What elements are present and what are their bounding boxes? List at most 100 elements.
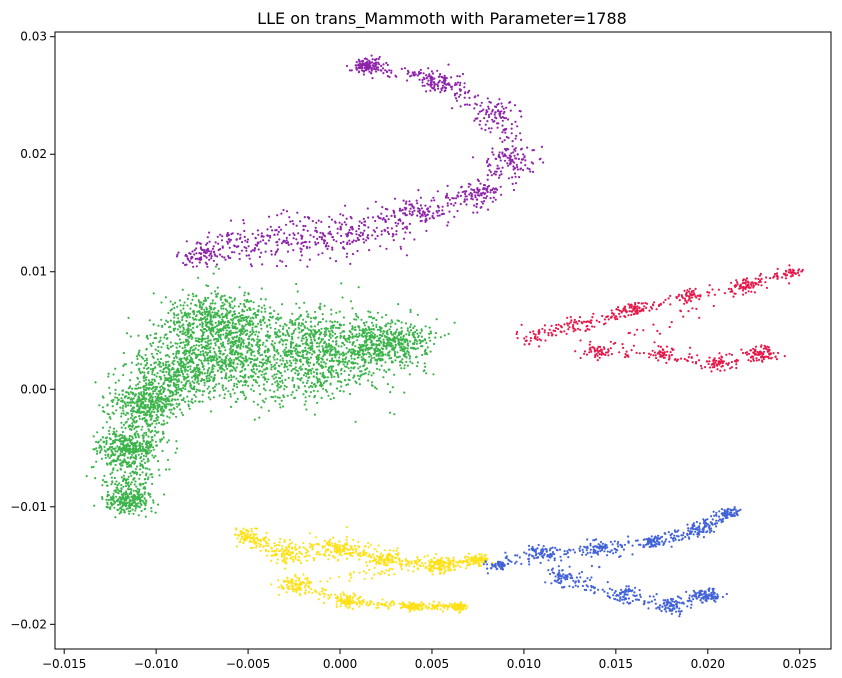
data-point (202, 353, 205, 356)
data-point (347, 373, 351, 377)
data-point (340, 385, 343, 388)
data-point (408, 200, 411, 203)
data-point (316, 368, 319, 371)
data-point (286, 394, 289, 397)
data-point (274, 327, 277, 330)
data-point (500, 102, 503, 105)
data-point (336, 335, 339, 338)
data-point (273, 342, 276, 345)
data-point (334, 356, 337, 359)
data-point (150, 507, 153, 510)
data-point (501, 140, 504, 143)
data-point (220, 370, 223, 373)
data-point (182, 384, 185, 387)
data-point (184, 334, 187, 337)
data-point (244, 239, 247, 242)
data-point (376, 359, 379, 362)
data-point (119, 448, 122, 451)
data-point (375, 350, 378, 353)
data-point (126, 442, 129, 445)
data-point (344, 358, 347, 361)
data-point (330, 376, 333, 379)
data-point (436, 69, 439, 72)
data-point (106, 484, 109, 487)
data-point (402, 212, 405, 215)
data-point (520, 115, 523, 118)
data-point (416, 74, 419, 77)
data-point (219, 336, 222, 339)
data-point (330, 368, 333, 372)
data-point (321, 366, 324, 370)
data-point (152, 408, 155, 411)
data-point (279, 372, 282, 375)
data-point (217, 382, 221, 385)
data-point (416, 365, 419, 368)
data-point (238, 323, 241, 326)
data-point (141, 494, 144, 498)
data-point (130, 397, 133, 400)
data-point (115, 438, 118, 441)
data-point (256, 403, 259, 406)
data-point (464, 195, 467, 198)
data-point (200, 308, 203, 311)
data-point (186, 330, 189, 333)
data-point (408, 357, 411, 360)
data-point (207, 359, 210, 362)
data-point (190, 328, 193, 331)
data-point (95, 460, 98, 463)
data-point (182, 328, 186, 331)
data-point (101, 436, 104, 439)
data-point (205, 308, 208, 311)
data-point (186, 304, 189, 307)
data-point (157, 468, 160, 471)
data-point (493, 188, 496, 191)
data-point (345, 223, 348, 226)
data-point (340, 234, 343, 237)
data-point (380, 354, 383, 357)
data-point (371, 234, 374, 237)
data-point (480, 194, 483, 197)
data-point (319, 302, 322, 305)
data-point (112, 460, 115, 463)
data-point (98, 444, 101, 447)
data-point (269, 225, 272, 228)
data-point (289, 318, 292, 321)
data-point (192, 344, 196, 347)
data-point (201, 317, 204, 321)
data-point (249, 324, 252, 327)
data-point (238, 340, 241, 344)
data-point (459, 105, 462, 108)
data-point (304, 349, 308, 352)
data-point (146, 411, 149, 414)
data-point (251, 326, 254, 329)
data-point (250, 320, 253, 323)
data-point (174, 390, 178, 393)
data-point (276, 358, 279, 361)
data-point (474, 196, 477, 199)
data-point (499, 137, 502, 140)
data-point (294, 319, 297, 322)
data-point (316, 377, 319, 380)
data-point (409, 75, 412, 78)
series-1-points (85, 265, 456, 519)
data-point (251, 249, 254, 252)
data-point (345, 356, 348, 359)
data-point (516, 153, 519, 156)
data-point (369, 66, 372, 69)
data-point (154, 348, 157, 351)
data-point (330, 359, 333, 362)
data-point (299, 358, 302, 361)
data-point (379, 351, 382, 354)
data-point (378, 336, 382, 339)
data-point (146, 403, 150, 407)
data-point (182, 304, 185, 307)
data-point (329, 371, 332, 374)
data-point (131, 422, 134, 425)
data-point (303, 241, 306, 244)
data-point (428, 74, 431, 77)
data-point (241, 384, 244, 387)
data-point (500, 110, 503, 113)
data-point (436, 214, 439, 217)
data-point (339, 213, 342, 216)
data-point (259, 354, 262, 357)
